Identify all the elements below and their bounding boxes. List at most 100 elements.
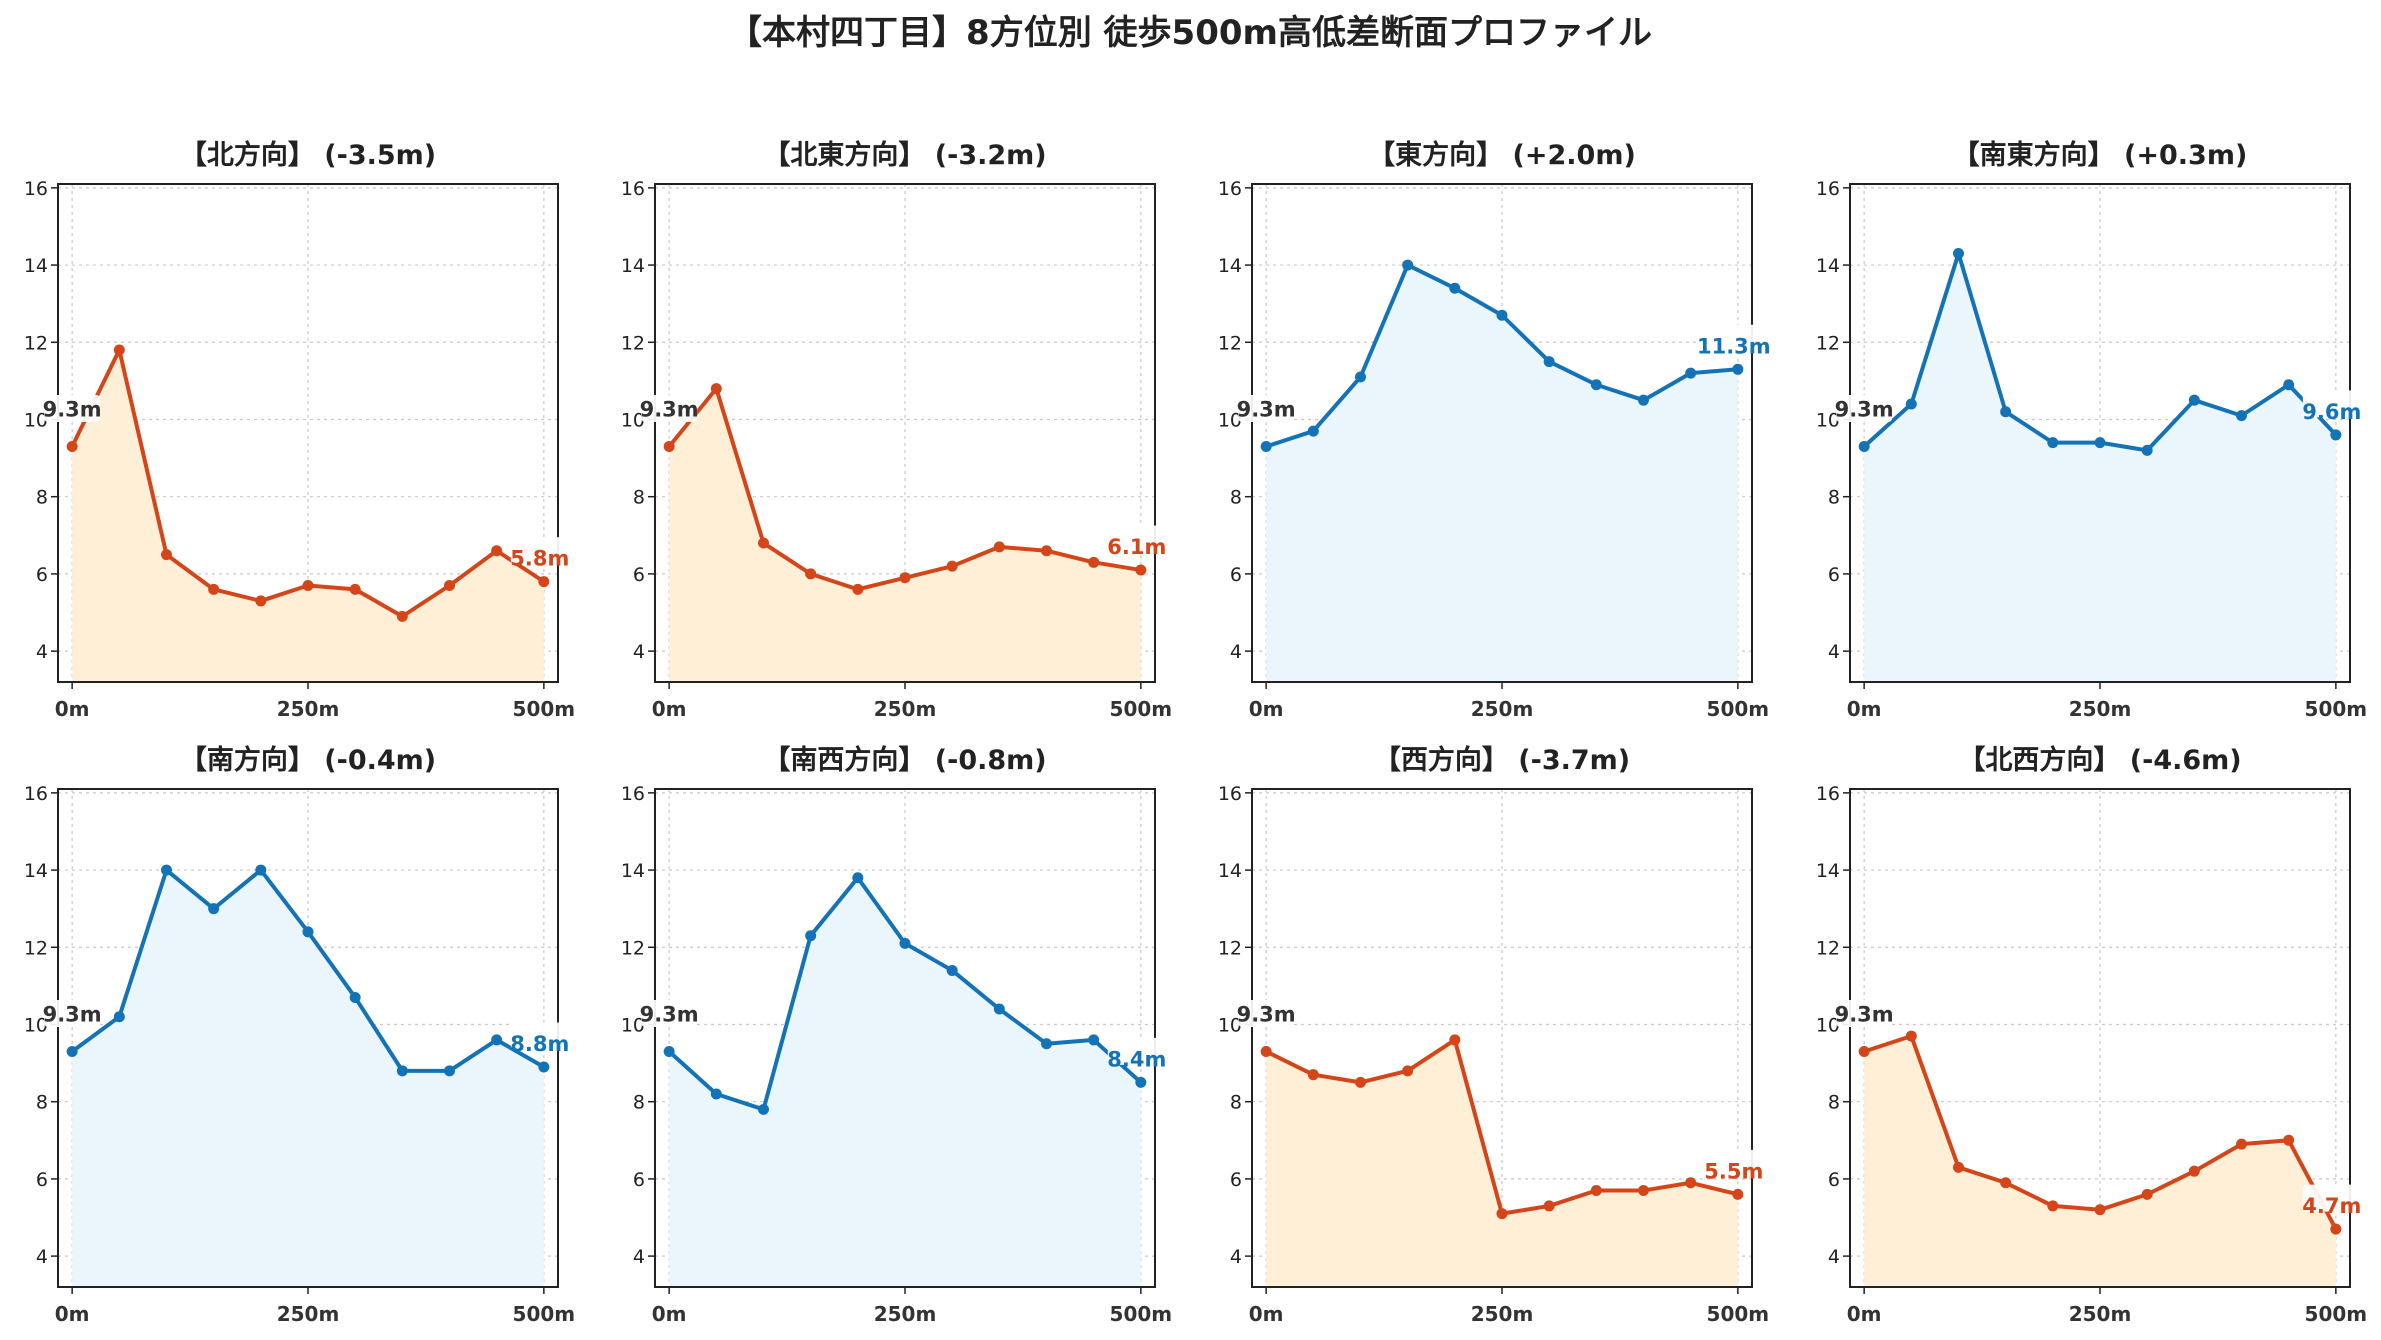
end-label-box: [1696, 324, 1771, 352]
data-point: [2000, 406, 2012, 418]
panel-title: 【南東方向】 (+0.3m): [1953, 139, 2248, 171]
data-point: [2141, 444, 2153, 456]
y-tick-label: 14: [1218, 860, 1242, 882]
panel-title: 【東方向】 (+2.0m): [1368, 139, 1636, 171]
y-tick-label: 16: [621, 178, 645, 200]
y-tick-label: 8: [633, 1092, 645, 1114]
data-point: [208, 583, 220, 595]
x-tick-label: 0m: [1847, 697, 1882, 721]
data-point: [160, 549, 172, 561]
data-point: [710, 1088, 722, 1100]
panel-7: 4 6 8 10 12 14 16 0m 250m 500m 【西方向】 (-3.7m) 9.3m 5.…: [1218, 744, 1769, 1326]
x-tick-label: 500m: [2305, 697, 2368, 721]
start-label-box: [44, 1000, 101, 1028]
data-point: [1496, 309, 1508, 321]
y-tick-label: 10: [1218, 409, 1242, 431]
data-point: [1685, 367, 1697, 379]
data-point: [2236, 410, 2248, 422]
data-point: [1449, 1034, 1461, 1046]
data-point: [1732, 1188, 1744, 1200]
panel-4: 4 6 8 10 12 14 16 0m 250m 500m 【南東方向】 (+0.3m) 9.3m 9…: [1816, 139, 2367, 721]
data-point: [1496, 1208, 1508, 1220]
x-tick-label: 0m: [1249, 1302, 1284, 1326]
data-point: [444, 1065, 456, 1077]
y-tick-label: 12: [24, 937, 48, 959]
area-fill: [72, 870, 544, 1287]
end-label: 4.7m: [2302, 1194, 2361, 1218]
data-point: [1354, 1076, 1366, 1088]
data-point: [1858, 1046, 1870, 1058]
data-point: [349, 583, 361, 595]
start-label-box: [641, 395, 698, 423]
y-tick-label: 12: [1218, 937, 1242, 959]
data-point: [1307, 425, 1319, 437]
y-tick-label: 12: [1816, 937, 1840, 959]
y-tick-label: 6: [1230, 1169, 1242, 1191]
data-point: [1449, 282, 1461, 294]
y-tick-label: 8: [36, 1092, 48, 1114]
data-point: [852, 583, 864, 595]
y-tick-label: 10: [1816, 1014, 1840, 1036]
y-tick-label: 16: [1816, 178, 1840, 200]
x-tick-label: 0m: [652, 697, 687, 721]
data-point: [2330, 429, 2342, 441]
y-tick-label: 8: [36, 487, 48, 509]
x-tick-label: 250m: [277, 1302, 340, 1326]
end-label-box: [2302, 1184, 2361, 1212]
panel-title: 【北東方向】 (-3.2m): [763, 139, 1046, 171]
data-point: [993, 1003, 1005, 1015]
x-tick-label: 500m: [1707, 1302, 1770, 1326]
x-tick-label: 500m: [513, 697, 576, 721]
data-point: [2094, 1204, 2106, 1216]
data-point: [302, 579, 314, 591]
y-tick-label: 14: [24, 255, 48, 277]
data-point: [1590, 1184, 1602, 1196]
data-point: [1260, 1046, 1272, 1058]
panel-title: 【北方向】 (-3.5m): [180, 139, 436, 171]
y-tick-label: 10: [621, 409, 645, 431]
end-label: 5.5m: [1704, 1159, 1763, 1183]
data-point: [444, 579, 456, 591]
area-fill: [1266, 265, 1738, 682]
y-tick-label: 10: [1816, 409, 1840, 431]
data-point: [1402, 1065, 1414, 1077]
data-point: [160, 864, 172, 876]
data-point: [1402, 259, 1414, 271]
data-point: [1638, 394, 1650, 406]
data-point: [852, 872, 864, 884]
data-point: [1952, 247, 1964, 259]
data-point: [663, 441, 675, 453]
data-point: [491, 1034, 503, 1046]
start-label: 9.3m: [1835, 398, 1894, 422]
area-fill: [669, 877, 1141, 1287]
data-point: [1905, 398, 1917, 410]
data-point: [1260, 441, 1272, 453]
panel-title: 【北西方向】 (-4.6m): [1958, 744, 2241, 776]
x-tick-label: 500m: [513, 1302, 576, 1326]
figure-title: 【本村四丁目】8方位別 徒歩500m高低差断面プロファイル: [728, 13, 1652, 53]
data-point: [1858, 441, 1870, 453]
data-point: [1088, 1034, 1100, 1046]
y-tick-label: 6: [1230, 564, 1242, 586]
data-point: [302, 926, 314, 938]
data-point: [2094, 437, 2106, 449]
data-point: [349, 991, 361, 1003]
x-tick-label: 500m: [1707, 697, 1770, 721]
data-point: [1088, 556, 1100, 568]
x-tick-label: 0m: [1847, 1302, 1882, 1326]
data-point: [491, 545, 503, 557]
data-point: [208, 903, 220, 915]
data-point: [1590, 379, 1602, 391]
y-tick-label: 6: [36, 1169, 48, 1191]
start-label-box: [1238, 395, 1295, 423]
panel-title: 【南西方向】 (-0.8m): [763, 744, 1046, 776]
x-tick-label: 250m: [874, 697, 937, 721]
start-label: 9.3m: [43, 1003, 102, 1027]
x-tick-label: 500m: [1110, 697, 1173, 721]
y-tick-label: 4: [1828, 1246, 1840, 1268]
x-tick-label: 0m: [1249, 697, 1284, 721]
y-tick-label: 8: [1828, 1092, 1840, 1114]
panel-title: 【南方向】 (-0.4m): [180, 744, 436, 776]
data-point: [899, 937, 911, 949]
